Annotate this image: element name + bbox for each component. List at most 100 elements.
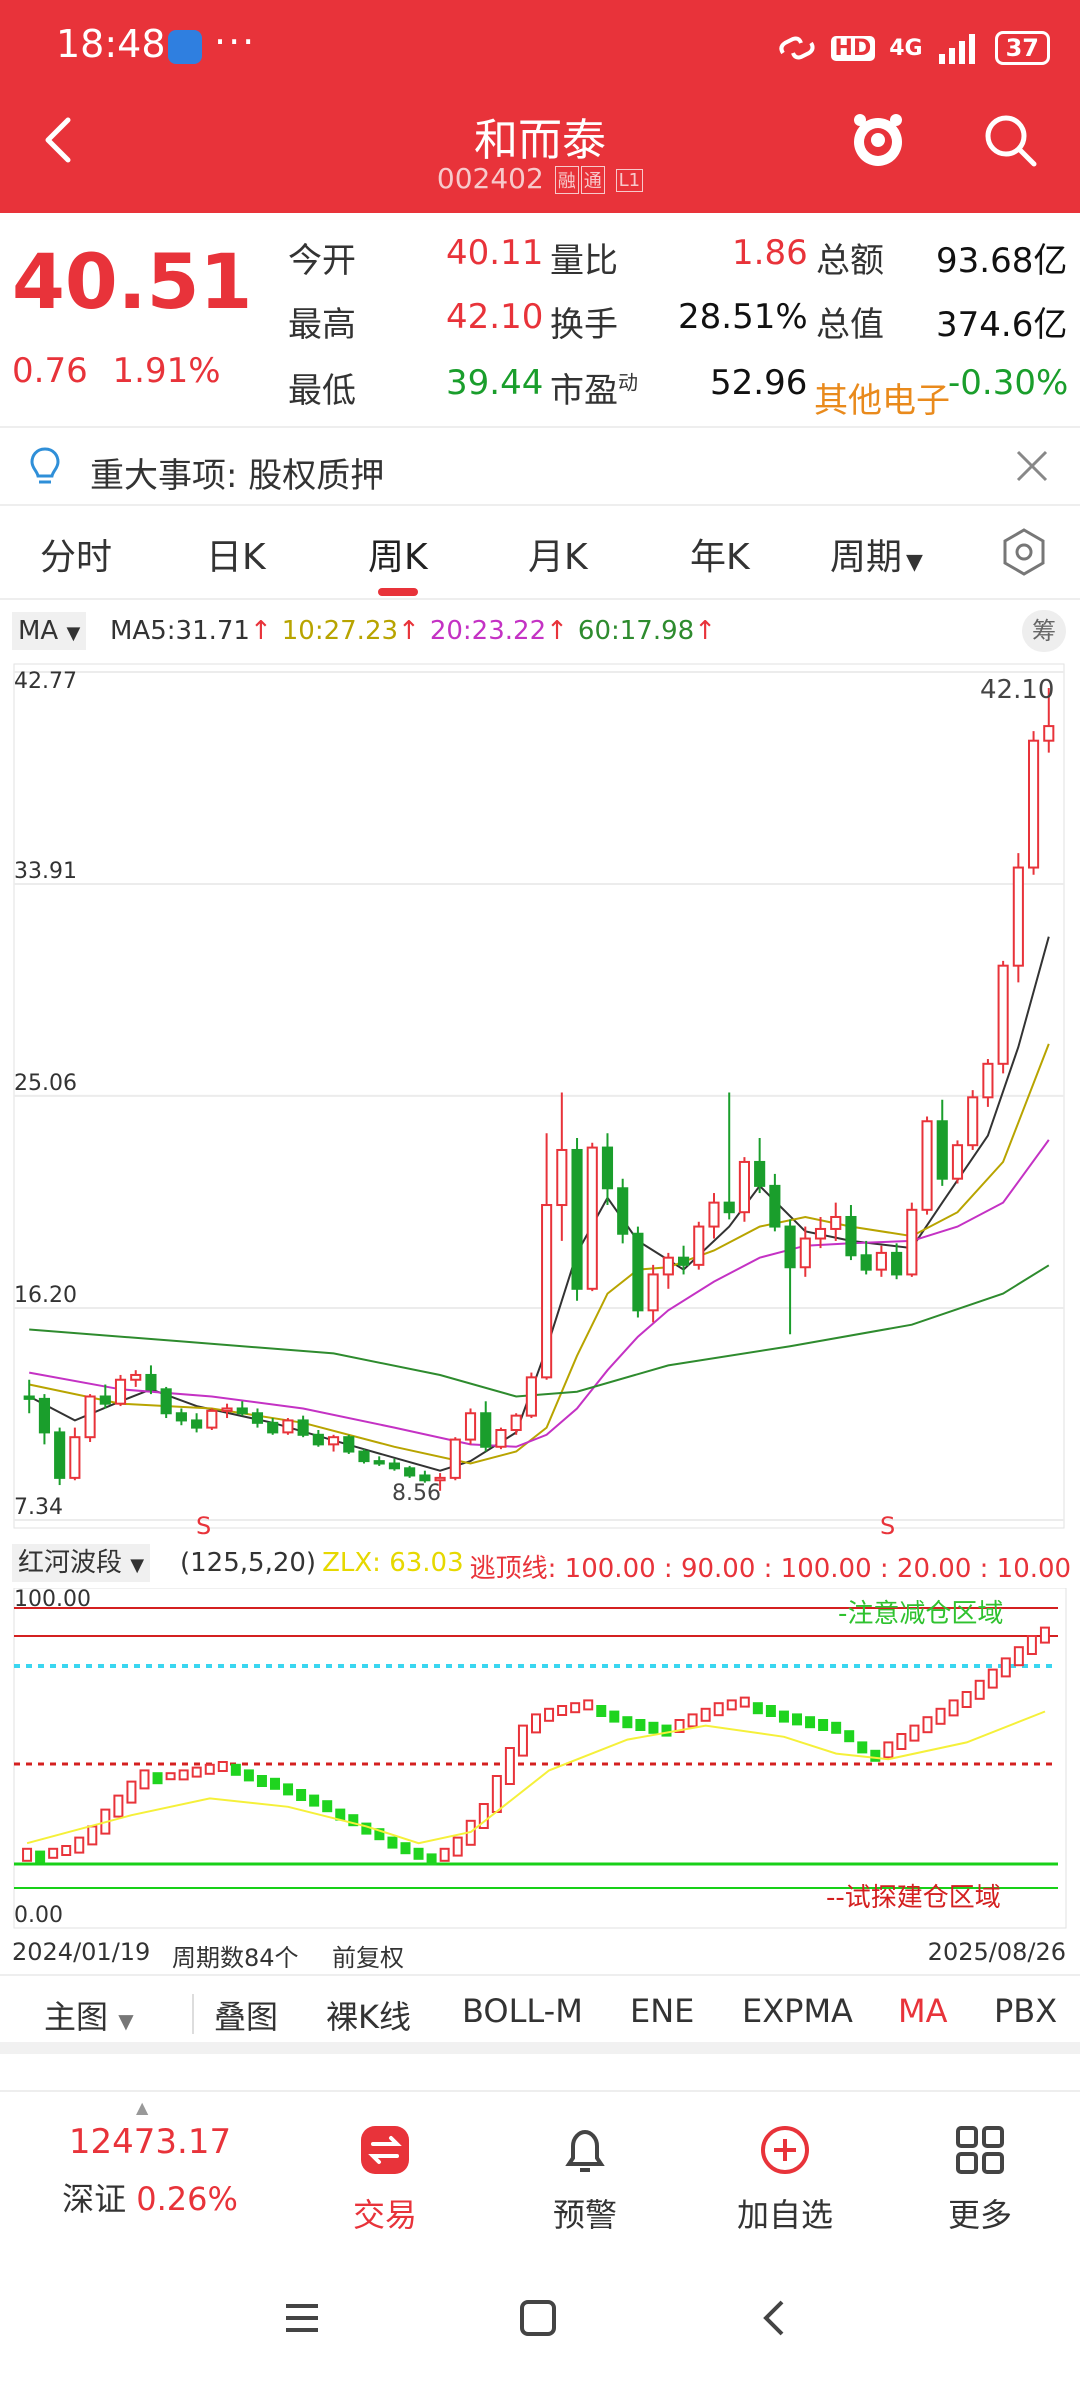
indicator-bar	[557, 1705, 568, 1716]
more-button[interactable]: 更多	[900, 2092, 1060, 2252]
indicator-bar	[805, 1716, 816, 1729]
home-square-icon[interactable]	[516, 2296, 560, 2340]
candle-body	[297, 1419, 309, 1436]
status-time: 18:48	[56, 22, 166, 66]
tool-ene[interactable]: ENE	[630, 1992, 695, 2030]
signal-icon	[938, 34, 975, 64]
indicator-bar	[504, 1747, 515, 1785]
sector-name[interactable]: 其他电子	[814, 381, 950, 421]
indicator-values: (125,5,20) ZLX: 63.03 逃顶线: 100.00 : 90.0…	[180, 1548, 1071, 1585]
time-axis: 2024/01/19 周期数84个 前复权 2025/08/26	[0, 1932, 1080, 1972]
lightbulb-icon	[30, 447, 60, 484]
menu-icon[interactable]	[280, 2296, 324, 2340]
main-indicator-select[interactable]: MA ▼	[12, 612, 87, 650]
stock-code-line: 002402 融通 L1	[0, 162, 1080, 195]
candle-body	[997, 964, 1009, 1065]
indicator-bar	[739, 1696, 750, 1708]
indicator-bar	[831, 1721, 842, 1734]
indicator-bar	[74, 1836, 85, 1854]
add-watchlist-button[interactable]: 加自选	[700, 2092, 870, 2252]
candlestick-chart[interactable]: 42.77 33.91 25.06 16.20 7.34 42.10 8.56 S S	[0, 656, 1080, 1538]
candle-body	[404, 1467, 416, 1477]
tool-pbx[interactable]: PBX	[994, 1992, 1058, 2030]
candle-body	[160, 1388, 172, 1415]
tool-expma[interactable]: EXPMA	[742, 1992, 853, 2030]
alert-label: 预警	[552, 2196, 617, 2234]
mascot-icon[interactable]	[846, 108, 910, 172]
y-tick-label: 7.34	[14, 1495, 63, 1520]
close-icon[interactable]	[1010, 444, 1054, 488]
indicator-bar	[778, 1710, 789, 1723]
candle-body	[921, 1120, 933, 1211]
candle-body	[23, 1395, 35, 1400]
tab-monthly-k[interactable]: 月K	[528, 537, 588, 578]
turnover-rate-value: 28.51%	[678, 297, 808, 337]
trade-button[interactable]: 交易	[300, 2092, 470, 2252]
tab-daily-k[interactable]: 日K	[206, 537, 266, 578]
indicator-bar	[844, 1730, 855, 1743]
moving-average-lines	[28, 936, 1050, 1472]
stock-code: 002402	[436, 162, 544, 195]
chip-distribution-button[interactable]: 筹	[1022, 610, 1066, 652]
indicator-bar	[974, 1679, 985, 1700]
ma-values: MA5:31.71↑ 10:27.23↑ 20:23.22↑ 60:17.98↑	[110, 616, 716, 646]
candle-body	[845, 1215, 857, 1257]
indicator-bar	[935, 1707, 946, 1725]
major-event-notice[interactable]: 重大事项: 股权质押	[0, 430, 1080, 506]
tool-overlay[interactable]: 叠图	[214, 1998, 279, 2036]
tab-yearly-k[interactable]: 年K	[690, 537, 750, 578]
sub-indicator-value: 红河波段	[18, 1548, 123, 1578]
sub-indicator-select[interactable]: 红河波段 ▼	[12, 1544, 151, 1582]
indicator-bar	[752, 1702, 763, 1715]
ma10-value: 10:27.23↑	[282, 616, 420, 646]
indicator-chart[interactable]: 100.00 0.00 -注意减仓区域 --试探建仓区域	[0, 1588, 1080, 1932]
pe-value: 52.96	[710, 363, 808, 403]
low-label: 最低	[288, 371, 356, 411]
ma-line-20	[29, 1139, 1050, 1448]
candle-body	[830, 1215, 842, 1230]
build-zone-label: --试探建仓区域	[826, 1883, 1001, 1913]
tab-intraday[interactable]: 分时	[40, 537, 113, 578]
candle-body	[251, 1412, 264, 1424]
candle-body	[693, 1225, 705, 1266]
price-grid: 42.77 33.91 25.06 16.20 7.34	[13, 663, 1065, 1529]
tool-boll-m[interactable]: BOLL-M	[462, 1992, 583, 2030]
indicator-bar	[818, 1719, 829, 1731]
indicator-frame	[13, 1588, 1067, 1929]
candle-body	[206, 1409, 218, 1429]
indicator-bar	[126, 1780, 137, 1804]
system-icons: HD 4G 37	[777, 28, 1050, 68]
settings-hexagon-icon[interactable]	[998, 526, 1050, 578]
tool-naked-k[interactable]: 裸K线	[326, 1998, 411, 2036]
y-tick-label: 25.06	[14, 1071, 77, 1096]
search-icon[interactable]	[980, 110, 1040, 170]
indicator-bar	[204, 1763, 215, 1775]
price-change: 0.76 1.91%	[12, 351, 221, 391]
pe-label-text: 市盈	[550, 371, 618, 411]
tab-weekly-k[interactable]: 周K	[368, 528, 428, 596]
indicator-bar	[609, 1710, 620, 1723]
index-value: 12473.17	[68, 2122, 232, 2162]
back-icon[interactable]	[752, 2296, 796, 2340]
main-chart-menu[interactable]: 主图 ▼	[44, 1992, 134, 2038]
pe-label: 市盈动	[550, 363, 638, 412]
candle-body	[495, 1429, 507, 1448]
price-labels: 42.10 8.56 S S	[196, 675, 1054, 1538]
candle-body	[799, 1237, 811, 1269]
back-arrow-icon[interactable]	[30, 110, 90, 170]
index-ticker[interactable]: ▲ 12473.17 深证 0.26%	[40, 2092, 260, 2252]
alert-button[interactable]: 预警	[500, 2092, 670, 2252]
candle-body	[525, 1376, 537, 1417]
candle-body	[632, 1232, 644, 1312]
level-tag: L1	[615, 168, 644, 192]
add-watchlist-label: 加自选	[736, 2196, 833, 2234]
candle-body	[1028, 739, 1040, 869]
indicator-bar	[726, 1699, 737, 1711]
tab-period[interactable]: 周期 ▼	[830, 528, 923, 580]
candle-body	[221, 1407, 233, 1412]
ma-line-MA5	[28, 936, 1050, 1472]
trade-icon	[361, 2126, 409, 2174]
candle-body	[388, 1462, 401, 1470]
tool-ma[interactable]: MA	[898, 1992, 948, 2030]
stock-name: 和而泰	[474, 115, 606, 166]
